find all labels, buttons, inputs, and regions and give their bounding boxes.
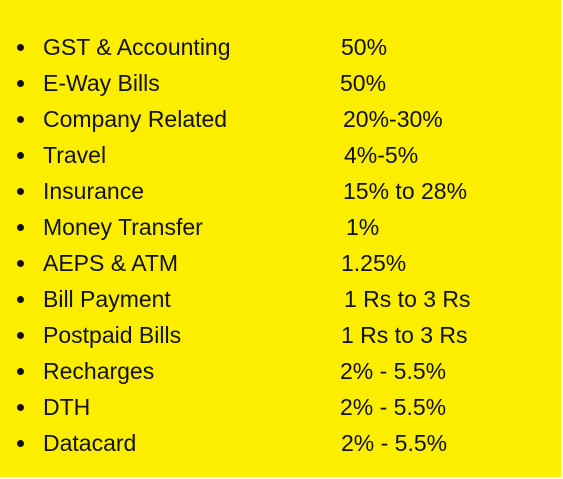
- list-item: Datacard 2% - 5.5%: [0, 425, 561, 461]
- list-item: Recharges 2% - 5.5%: [0, 353, 561, 389]
- bullet-icon: [17, 80, 24, 87]
- service-name: Travel: [43, 142, 107, 168]
- list-item: Insurance 15% to 28%: [0, 173, 561, 209]
- bullet-icon: [17, 440, 24, 447]
- service-rate: 50%: [341, 34, 388, 60]
- service-name: Datacard: [43, 430, 137, 456]
- list-item: AEPS & ATM 1.25%: [0, 245, 561, 281]
- service-name: DTH: [43, 394, 91, 420]
- list-item: Company Related 20%-30%: [0, 101, 561, 137]
- bullet-icon: [17, 260, 24, 267]
- service-rate: 2% - 5.5%: [341, 430, 448, 456]
- bullet-icon: [17, 404, 24, 411]
- service-name: Recharges: [43, 358, 155, 384]
- list-item: Travel 4%-5%: [0, 137, 561, 173]
- service-name: Postpaid Bills: [43, 322, 182, 348]
- bullet-icon: [17, 368, 24, 375]
- list-item: Bill Payment 1 Rs to 3 Rs: [0, 281, 561, 317]
- bullet-icon: [17, 224, 24, 231]
- service-name: AEPS & ATM: [43, 250, 179, 276]
- bullet-icon: [17, 296, 24, 303]
- list-item: DTH 2% - 5.5%: [0, 389, 561, 425]
- list-item: E-Way Bills 50%: [0, 65, 561, 101]
- bullet-icon: [17, 152, 24, 159]
- service-rate: 20%-30%: [343, 106, 443, 132]
- service-name: Company Related: [43, 106, 228, 132]
- bullet-icon: [17, 332, 24, 339]
- bullet-icon: [17, 188, 24, 195]
- service-name: GST & Accounting: [43, 34, 231, 60]
- list-item: Money Transfer 1%: [0, 209, 561, 245]
- service-rate: 1%: [346, 214, 380, 240]
- service-rate: 4%-5%: [344, 142, 419, 168]
- service-rate: 1 Rs to 3 Rs: [344, 286, 471, 312]
- service-name: Money Transfer: [43, 214, 203, 240]
- bullet-icon: [17, 116, 24, 123]
- rates-list: GST & Accounting 50% E-Way Bills 50% Com…: [0, 29, 561, 461]
- list-item: GST & Accounting 50%: [0, 29, 561, 65]
- service-rate: 1 Rs to 3 Rs: [341, 322, 468, 348]
- service-name: Bill Payment: [43, 286, 171, 312]
- list-item: Postpaid Bills 1 Rs to 3 Rs: [0, 317, 561, 353]
- service-rate: 15% to 28%: [343, 178, 468, 204]
- service-rate: 1.25%: [341, 250, 407, 276]
- service-rate: 2% - 5.5%: [340, 358, 447, 384]
- service-name: E-Way Bills: [43, 70, 160, 96]
- service-rate: 50%: [340, 70, 387, 96]
- service-rate: 2% - 5.5%: [340, 394, 447, 420]
- service-name: Insurance: [43, 178, 145, 204]
- bullet-icon: [17, 44, 24, 51]
